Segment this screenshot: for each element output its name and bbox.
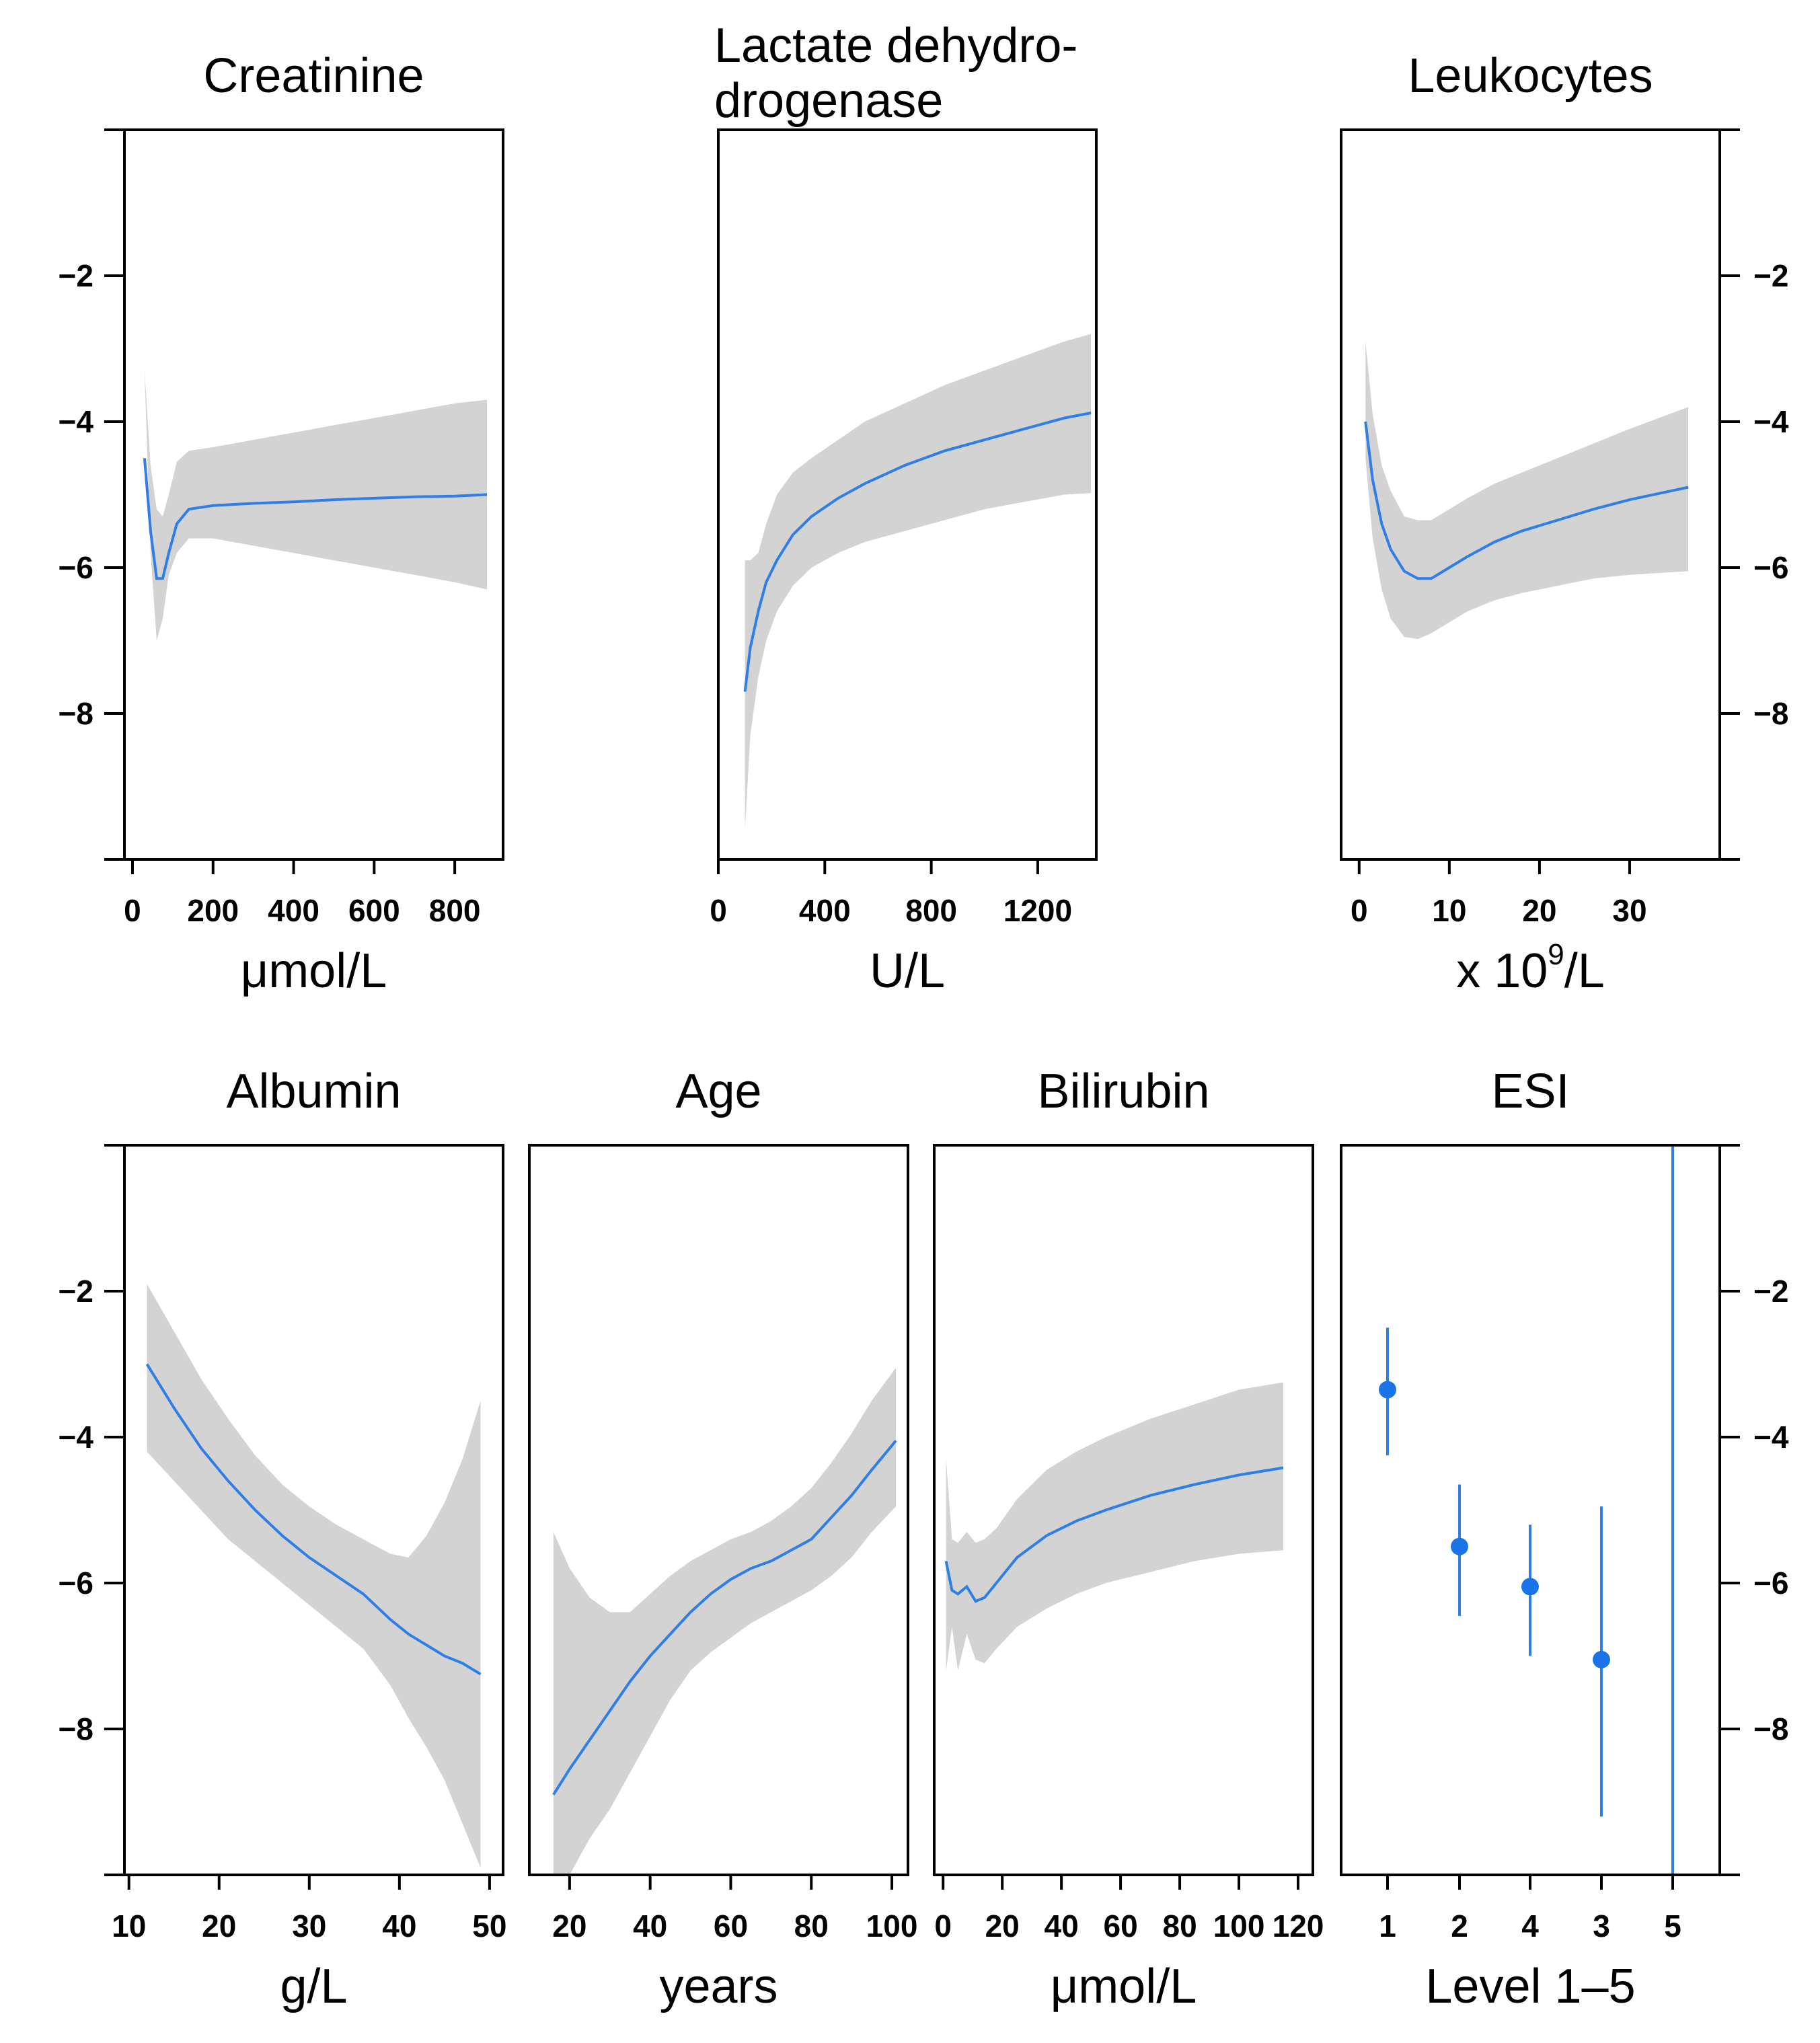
y-tick-label: −8	[59, 1711, 93, 1746]
x-tick-label: 30	[1612, 893, 1646, 928]
x-tick-label: 30	[292, 1909, 326, 1943]
x-tick-label: 400	[799, 893, 851, 928]
x-axis-label-age: years	[659, 1960, 778, 2013]
x-tick-label: 10	[112, 1909, 146, 1943]
y-tick-label: −4	[59, 404, 94, 439]
x-tick-label: 50	[472, 1909, 506, 1943]
fitted-curve-creatinine	[143, 458, 488, 580]
panel-title-leukocytes: Leukocytes	[1408, 49, 1653, 103]
x-tick-label: 10	[1432, 893, 1466, 928]
point-level-4	[1521, 1578, 1539, 1596]
x-axis-label-albumin: g/L	[280, 1960, 347, 2013]
y-tick-label: −6	[59, 550, 93, 585]
panel-bilirubin: 0 20 40 60 80 100 120 Bilirubin μmol/L	[933, 1065, 1324, 2013]
x-tick-label: 20	[552, 1909, 586, 1943]
x-tick-label: 120	[1273, 1909, 1324, 1943]
x-tick-label: 20	[202, 1909, 236, 1943]
y-tick-label: −6	[59, 1566, 93, 1601]
x-tick-label: 4	[1521, 1909, 1539, 1943]
x-tick-label: 800	[429, 893, 481, 928]
y-tick-label: −6	[1753, 550, 1788, 585]
panel-albumin: 10 20 30 40 50 −2 −4 −6 −8 Albumin g/L	[59, 1065, 507, 2013]
y-tick-label: −4	[59, 1420, 94, 1455]
point-level-2	[1451, 1537, 1468, 1555]
point-level-1	[1379, 1381, 1396, 1399]
x-tick-label: 400	[268, 893, 319, 928]
x-tick-label: 100	[866, 1909, 918, 1943]
confidence-band-ldh	[745, 334, 1092, 831]
confidence-band-creatinine	[144, 371, 487, 641]
x-axis-label-creatinine: μmol/L	[241, 944, 387, 998]
fitted-curve-leukocytes	[1364, 421, 1689, 580]
x-tick-label: 3	[1593, 1909, 1610, 1943]
x-tick-label: 800	[905, 893, 957, 928]
y-tick-label: −4	[1753, 1420, 1789, 1455]
x-tick-label: 40	[382, 1909, 416, 1943]
fitted-curve-age	[552, 1440, 897, 1796]
y-tick-label: −2	[59, 1274, 93, 1309]
panel-title-age: Age	[675, 1065, 761, 1118]
panel-creatinine: 0 200 400 600 800 −2 −4 −6 −8 Creatinine μmol/L	[59, 49, 504, 998]
x-axis-label-leukocytes: x 109/L	[1456, 938, 1605, 998]
x-tick-label: 20	[1522, 893, 1556, 928]
y-tick-label: −4	[1753, 404, 1789, 439]
x-tick-label: 0	[934, 1909, 952, 1943]
x-tick-label: 1200	[1003, 893, 1072, 928]
x-tick-label: 80	[794, 1909, 829, 1943]
point-level-3	[1593, 1650, 1610, 1668]
y-tick-label: −8	[1753, 1711, 1788, 1746]
fitted-curve-albumin	[145, 1363, 482, 1676]
frame-age	[528, 1144, 909, 1876]
confidence-band-leukocytes	[1365, 341, 1689, 640]
panel-title-ldh: drogenase	[714, 74, 943, 128]
x-tick-label: 1	[1379, 1909, 1396, 1943]
x-tick-label: 20	[985, 1909, 1020, 1943]
panel-age: 20 40 60 80 100 Age years	[528, 1065, 918, 2013]
x-tick-label: 60	[714, 1909, 748, 1943]
frame-ldh	[717, 128, 1098, 861]
frame-albumin	[123, 1144, 504, 1876]
panel-esi: 1 2 4 3 5 −2 −4 −6 −8 ESI Level 1–5	[1340, 1065, 1789, 2013]
y-tick-label: −8	[59, 696, 93, 731]
fitted-curve-ldh	[743, 412, 1092, 692]
y-tick-label: −2	[1753, 1274, 1788, 1309]
x-tick-label: 80	[1162, 1909, 1197, 1943]
x-axis-label-esi: Level 1–5	[1425, 1960, 1635, 2013]
frame-creatinine	[123, 128, 504, 861]
panel-title-creatinine: Creatinine	[203, 49, 424, 103]
x-tick-label: 5	[1664, 1909, 1681, 1943]
x-tick-label: 600	[348, 893, 400, 928]
x-tick-label: 200	[187, 893, 239, 928]
frame-bilirubin	[933, 1144, 1314, 1876]
x-tick-label: 100	[1213, 1909, 1265, 1943]
x-axis-label-ldh: U/L	[870, 944, 945, 998]
x-tick-label: 0	[710, 893, 727, 928]
y-tick-label: −6	[1753, 1566, 1788, 1601]
x-tick-label: 2	[1451, 1909, 1468, 1943]
panel-title-ldh: Lactate dehydro-	[714, 19, 1077, 73]
confidence-band-albumin	[147, 1284, 481, 1868]
y-tick-label: −2	[1753, 258, 1788, 293]
confidence-band-bilirubin	[946, 1382, 1283, 1671]
panel-title-albumin: Albumin	[226, 1065, 401, 1118]
x-tick-label: 40	[1045, 1909, 1079, 1943]
panel-title-esi: ESI	[1491, 1065, 1569, 1118]
frame-leukocytes	[1340, 128, 1721, 861]
panel-title-bilirubin: Bilirubin	[1037, 1065, 1209, 1118]
x-tick-label: 0	[1351, 893, 1368, 928]
frame-esi	[1340, 1144, 1721, 1876]
panel-leukocytes: 0 10 20 30 −2 −4 −6 −8 Leukocytes x 109/L	[1340, 49, 1789, 998]
x-tick-label: 0	[124, 893, 141, 928]
fitted-curve-bilirubin	[944, 1466, 1284, 1603]
y-tick-label: −2	[59, 258, 93, 293]
y-tick-label: −8	[1753, 696, 1788, 731]
panel-ldh: 0 400 800 1200 Lactate dehydro-drogenase U/L	[710, 19, 1098, 998]
confidence-band-age	[553, 1367, 896, 1875]
x-tick-label: 40	[633, 1909, 667, 1943]
x-tick-label: 60	[1104, 1909, 1138, 1943]
x-axis-label-bilirubin: μmol/L	[1051, 1960, 1197, 2013]
